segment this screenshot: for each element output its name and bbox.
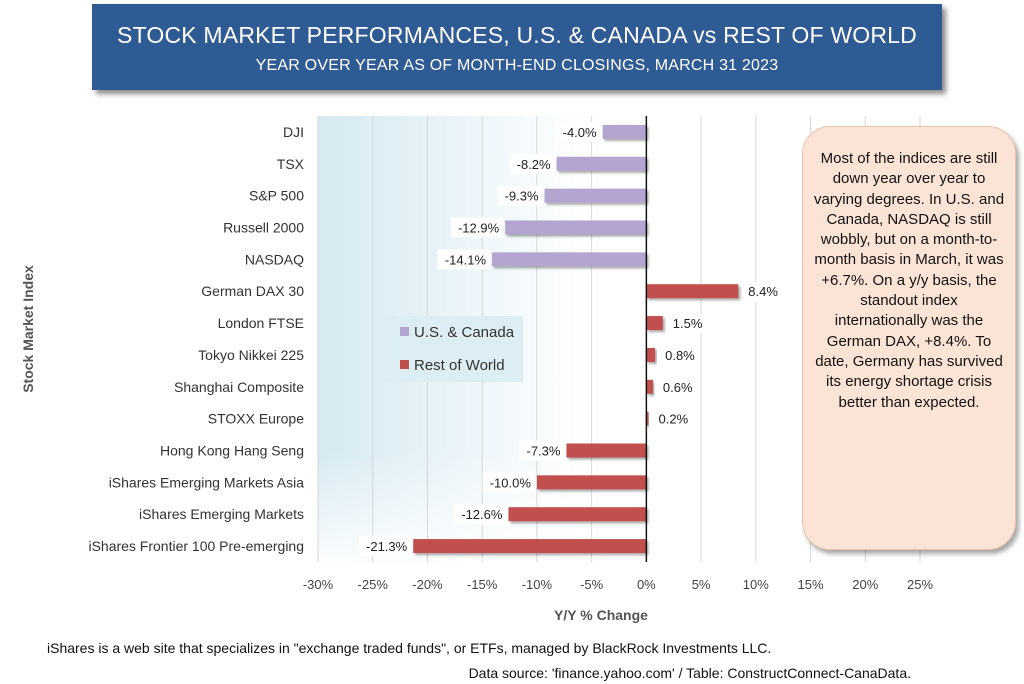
data-label: -10.0% — [490, 475, 532, 490]
bar — [602, 124, 647, 139]
category-label: S&P 500 — [249, 188, 304, 204]
data-label-background — [661, 344, 699, 365]
data-label: 0.6% — [663, 380, 693, 395]
category-label: London FTSE — [218, 315, 304, 331]
data-label: 0.8% — [665, 348, 695, 363]
data-label: -21.3% — [366, 539, 408, 554]
legend-label-rest-of-world: Rest of World — [414, 357, 505, 374]
bar — [646, 316, 663, 331]
category-label: DJI — [283, 124, 304, 140]
x-tick-label: 10% — [743, 577, 769, 592]
data-label: -8.2% — [517, 157, 551, 172]
category-label: Shanghai Composite — [174, 379, 304, 395]
x-tick-label: 25% — [907, 577, 933, 592]
bar — [556, 156, 647, 171]
data-label: 0.2% — [659, 412, 689, 427]
chart-subtitle: YEAR OVER YEAR AS OF MONTH-END CLOSINGS,… — [255, 57, 779, 74]
bar — [492, 252, 647, 267]
x-tick-label: -25% — [358, 577, 389, 592]
category-label: Hong Kong Hang Seng — [160, 443, 304, 459]
commentary-callout: Most of the indices are still down year … — [802, 126, 1016, 550]
data-label-background — [555, 121, 601, 142]
legend-item-us-canada: U.S. & Canada — [400, 324, 514, 341]
data-label: -14.1% — [445, 252, 487, 267]
data-label-background — [450, 217, 504, 238]
x-tick-label: 15% — [798, 577, 824, 592]
category-label: iShares Frontier 100 Pre-emerging — [88, 538, 304, 554]
data-label-background — [744, 281, 782, 302]
x-tick-label: 20% — [852, 577, 878, 592]
legend-item-rest-of-world: Rest of World — [400, 357, 505, 374]
data-label: -9.3% — [505, 189, 539, 204]
x-tick-label: 0% — [637, 577, 656, 592]
data-label-background — [519, 440, 565, 461]
category-label: iShares Emerging Markets — [139, 506, 304, 522]
x-tick-label: -20% — [412, 577, 443, 592]
bar — [508, 507, 647, 522]
y-axis-title: Stock Market Index — [20, 265, 36, 393]
bar — [646, 284, 739, 299]
bar — [544, 188, 647, 203]
data-label: -12.9% — [458, 221, 500, 236]
bar — [413, 539, 647, 554]
chart-title: STOCK MARKET PERFORMANCES, U.S. & CANADA… — [117, 22, 917, 48]
data-label-background — [668, 313, 707, 334]
bar — [536, 475, 647, 490]
category-label: NASDAQ — [245, 251, 304, 267]
bar — [646, 379, 653, 394]
category-label: STOXX Europe — [208, 411, 304, 427]
category-label: Russell 2000 — [223, 220, 304, 236]
data-label: -4.0% — [563, 125, 597, 140]
category-label: German DAX 30 — [201, 283, 304, 299]
bar — [646, 347, 656, 362]
x-tick-label: -30% — [303, 577, 334, 592]
commentary-text: Most of the indices are still down year … — [813, 150, 1005, 411]
footnote-ishares: iShares is a web site that specializes i… — [47, 640, 772, 656]
data-label-background — [358, 536, 412, 557]
data-label: -7.3% — [526, 444, 560, 459]
data-label: -12.6% — [461, 507, 503, 522]
data-label: 1.5% — [673, 316, 703, 331]
title-banner: STOCK MARKET PERFORMANCES, U.S. & CANADA… — [92, 4, 942, 90]
bar — [566, 443, 647, 458]
data-label-background — [654, 408, 693, 429]
data-label-background — [497, 185, 543, 206]
x-tick-label: -15% — [467, 577, 498, 592]
x-tick-label: -10% — [522, 577, 553, 592]
data-label: 8.4% — [748, 284, 778, 299]
category-label: Tokyo Nikkei 225 — [198, 347, 304, 363]
x-tick-label: 5% — [692, 577, 711, 592]
data-label-background — [658, 376, 697, 397]
data-label-background — [482, 472, 535, 493]
bar — [646, 411, 649, 426]
data-label-background — [509, 153, 555, 174]
legend: U.S. & Canada Rest of World — [387, 316, 523, 382]
x-axis-title: Y/Y % Change — [554, 607, 648, 623]
legend-swatch-rest-of-world — [400, 360, 409, 369]
category-label: TSX — [277, 156, 305, 172]
legend-label-us-canada: U.S. & Canada — [414, 324, 515, 341]
legend-swatch-us-canada — [400, 327, 409, 336]
bar — [505, 220, 647, 235]
x-tick-label: -5% — [580, 577, 604, 592]
footnote-source: Data source: 'finance.yahoo.com' / Table… — [468, 665, 911, 681]
category-label: iShares Emerging Markets Asia — [109, 474, 305, 490]
data-label-background — [437, 249, 491, 270]
data-label-background — [454, 504, 507, 525]
